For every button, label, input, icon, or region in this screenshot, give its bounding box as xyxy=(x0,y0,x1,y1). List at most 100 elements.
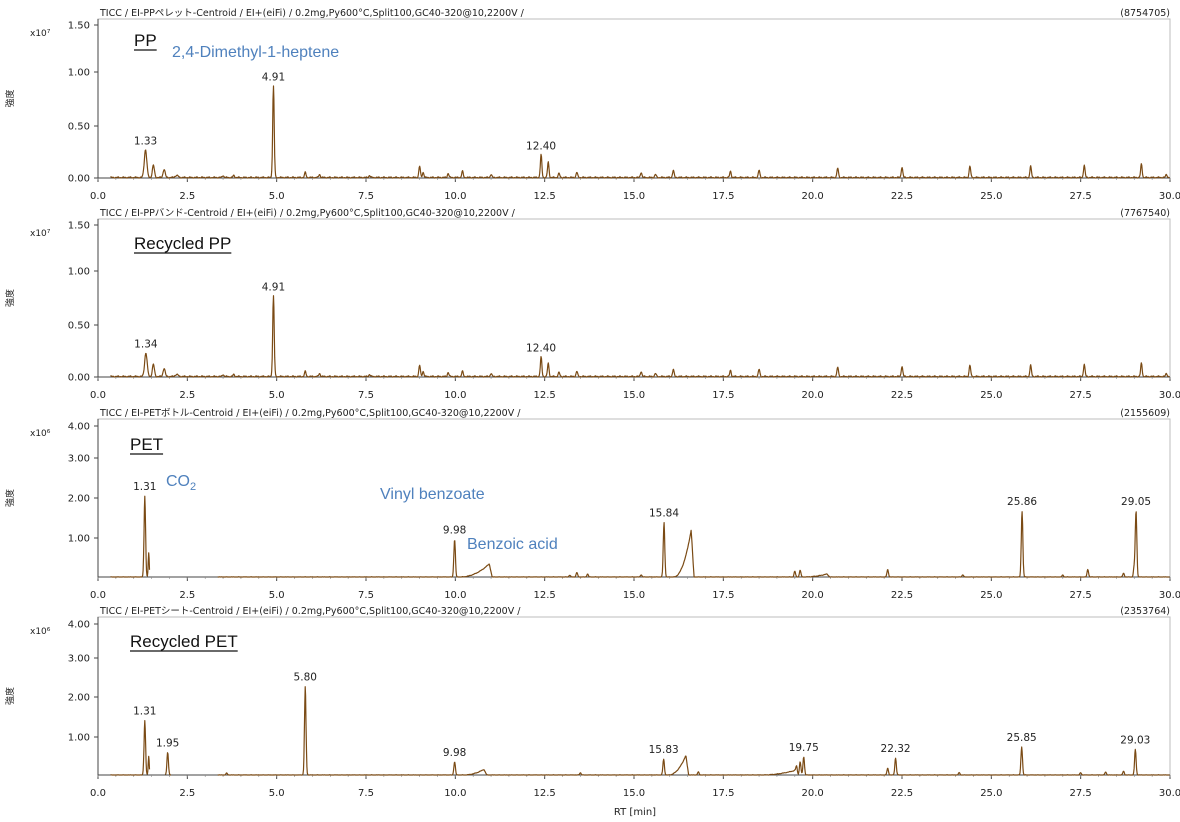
peak-label: 25.86 xyxy=(1007,496,1037,508)
x-tick-label: 30.0 xyxy=(1159,390,1180,401)
total-intensity: (7767540) xyxy=(1120,208,1170,219)
peak-label: 29.05 xyxy=(1121,496,1151,508)
peak-label: 22.32 xyxy=(881,743,911,755)
x-tick-label: 20.0 xyxy=(802,788,824,799)
x-tick-label: 12.5 xyxy=(534,191,556,202)
peak-label: 29.03 xyxy=(1120,734,1150,746)
x-tick-label: 0.0 xyxy=(90,191,106,202)
subscript: 2 xyxy=(190,481,196,493)
x-tick-label: 5.0 xyxy=(269,390,285,401)
y-unit: x10⁶ xyxy=(30,627,51,637)
x-tick-label: 7.5 xyxy=(358,590,374,601)
x-tick-label: 2.5 xyxy=(179,590,195,601)
x-tick-label: 17.5 xyxy=(712,390,734,401)
x-tick-label: 5.0 xyxy=(269,590,285,601)
y-axis-label: 強度 xyxy=(4,89,16,107)
x-tick-label: 7.5 xyxy=(358,191,374,202)
x-tick-label: 17.5 xyxy=(712,590,734,601)
y-axis-label: 強度 xyxy=(4,687,16,705)
x-tick-label: 22.5 xyxy=(891,191,913,202)
x-tick-label: 25.0 xyxy=(980,191,1002,202)
plot-frame xyxy=(97,18,1171,179)
y-tick-label: 3.00 xyxy=(68,654,90,665)
y-tick-label: 2.00 xyxy=(68,693,90,704)
x-axis-label: RT [min] xyxy=(614,807,656,818)
chromatogram-panel-4: TICC / EI-PETシート-Centroid / EI+(eiFi) / … xyxy=(4,606,1180,799)
peak-label: 12.40 xyxy=(526,343,556,355)
peak-label: 12.40 xyxy=(526,140,556,152)
y-tick-label: 3.00 xyxy=(68,454,90,465)
peak-label: 15.84 xyxy=(649,507,679,519)
y-tick-label: 1.00 xyxy=(68,733,90,744)
x-tick-label: 15.0 xyxy=(623,191,645,202)
peak-label: 5.80 xyxy=(294,672,317,684)
x-tick-label: 15.0 xyxy=(623,390,645,401)
x-tick-label: 15.0 xyxy=(623,590,645,601)
plot-frame xyxy=(97,218,1171,378)
chromatogram-panels: TICC / EI-PPペレット-Centroid / EI+(eiFi) / … xyxy=(4,8,1180,799)
sample-title: Recycled PET xyxy=(130,632,238,651)
x-tick-label: 5.0 xyxy=(269,788,285,799)
x-tick-label: 10.0 xyxy=(444,590,466,601)
sample-title: PET xyxy=(130,435,163,454)
peak-label: 25.85 xyxy=(1007,732,1037,744)
x-tick-label: 7.5 xyxy=(358,788,374,799)
chromatogram-panel-1: TICC / EI-PPペレット-Centroid / EI+(eiFi) / … xyxy=(4,8,1180,202)
total-intensity: (2155609) xyxy=(1120,408,1170,419)
x-tick-label: 22.5 xyxy=(891,788,913,799)
x-tick-label: 27.5 xyxy=(1070,191,1092,202)
peak-label: 19.75 xyxy=(789,742,819,754)
x-tick-label: 27.5 xyxy=(1070,788,1092,799)
chromatogram-trace xyxy=(110,495,1170,578)
peak-label: 15.83 xyxy=(649,744,679,756)
x-tick-label: 12.5 xyxy=(534,390,556,401)
peak-label: 4.91 xyxy=(262,72,285,84)
compound-annotation: Vinyl benzoate xyxy=(380,486,485,503)
chromatogram-panel-2: TICC / EI-PPバンド-Centroid / EI+(eiFi) / 0… xyxy=(4,208,1180,401)
y-tick-label: 1.50 xyxy=(68,221,90,232)
y-tick-label: 1.00 xyxy=(68,68,90,79)
x-tick-label: 2.5 xyxy=(179,390,195,401)
y-tick-label: 0.50 xyxy=(68,321,90,332)
x-tick-label: 17.5 xyxy=(712,788,734,799)
x-tick-label: 0.0 xyxy=(90,788,106,799)
x-tick-label: 7.5 xyxy=(358,390,374,401)
x-tick-label: 12.5 xyxy=(534,788,556,799)
x-tick-label: 2.5 xyxy=(179,788,195,799)
x-tick-label: 25.0 xyxy=(980,788,1002,799)
x-tick-label: 5.0 xyxy=(269,191,285,202)
peak-label: 9.98 xyxy=(443,524,466,536)
panel-header: TICC / EI-PPペレット-Centroid / EI+(eiFi) / … xyxy=(99,8,525,19)
chromatogram-trace xyxy=(110,686,1170,776)
y-tick-label: 2.00 xyxy=(68,494,90,505)
x-tick-label: 0.0 xyxy=(90,590,106,601)
chromatogram-trace xyxy=(110,85,1170,179)
chromatogram-trace xyxy=(110,295,1170,378)
x-tick-label: 0.0 xyxy=(90,390,106,401)
peak-label: 1.95 xyxy=(156,737,179,749)
x-tick-label: 25.0 xyxy=(980,390,1002,401)
y-unit: x10⁶ xyxy=(30,429,51,439)
compound-annotation: CO2 xyxy=(166,473,196,493)
y-tick-label: 0.00 xyxy=(68,174,90,185)
x-tick-label: 20.0 xyxy=(802,590,824,601)
sample-title: Recycled PP xyxy=(134,234,231,253)
y-tick-label: 1.50 xyxy=(68,21,90,32)
y-tick-label: 0.50 xyxy=(68,122,90,133)
x-tick-label: 22.5 xyxy=(891,590,913,601)
x-tick-label: 30.0 xyxy=(1159,590,1180,601)
y-tick-label: 1.00 xyxy=(68,534,90,545)
y-tick-label: 4.00 xyxy=(68,620,90,631)
x-tick-label: 25.0 xyxy=(980,590,1002,601)
y-axis-label: 強度 xyxy=(4,289,16,307)
x-tick-label: 10.0 xyxy=(444,191,466,202)
total-intensity: (2353764) xyxy=(1120,606,1170,617)
y-tick-label: 0.00 xyxy=(68,373,90,384)
x-tick-label: 20.0 xyxy=(802,390,824,401)
x-tick-label: 27.5 xyxy=(1070,590,1092,601)
y-tick-label: 4.00 xyxy=(68,422,90,433)
compound-annotation: 2,4-Dimethyl-1-heptene xyxy=(172,44,339,61)
x-tick-label: 30.0 xyxy=(1159,191,1180,202)
x-tick-label: 2.5 xyxy=(179,191,195,202)
